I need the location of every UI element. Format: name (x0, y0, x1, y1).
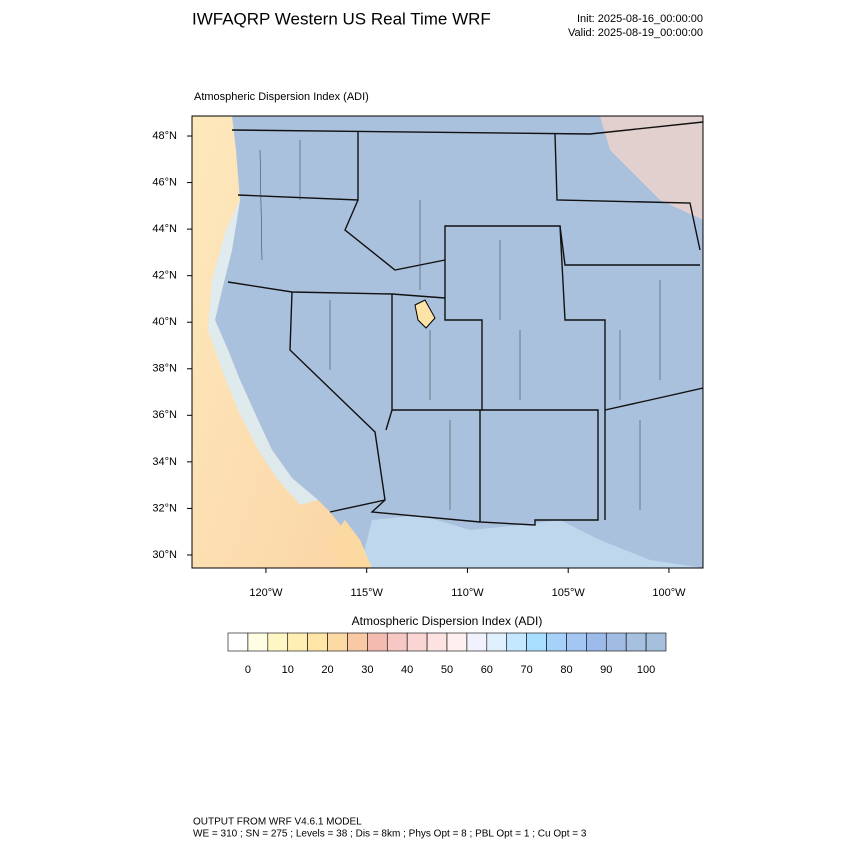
colorbar-tick-label: 100 (637, 664, 655, 676)
footer-line: OUTPUT FROM WRF V4.6.1 MODEL (193, 817, 362, 828)
colorbar-title: Atmospheric Dispersion Index (ADI) (352, 614, 543, 628)
lat-tick-label: 48°N (152, 130, 177, 142)
colorbar-tick-label: 10 (282, 664, 294, 676)
colorbar-tick-label: 90 (600, 664, 612, 676)
colorbar-swatch (307, 632, 328, 652)
colorbar-tick-label: 20 (321, 664, 333, 676)
map-field (192, 116, 703, 568)
colorbar-swatch (327, 632, 348, 652)
colorbar-swatch (506, 632, 527, 652)
lat-tick-label: 32°N (152, 502, 177, 514)
lat-tick-label: 42°N (152, 270, 177, 282)
baja-patch (330, 520, 372, 568)
lat-tick-label: 38°N (152, 363, 177, 375)
land (215, 116, 703, 568)
lat-tick-label: 36°N (152, 409, 177, 421)
political-boundaries (227, 121, 703, 526)
colorbar-swatch (386, 632, 408, 652)
northern-plains-patch (600, 116, 703, 220)
lat-tick-label: 46°N (152, 176, 177, 188)
map-frame (191, 115, 704, 569)
valid-time: Valid: 2025-08-19_00:00:00 (568, 27, 703, 39)
lat-tick-label: 40°N (152, 316, 177, 328)
colorbar-tick-label: 60 (481, 664, 493, 676)
lat-tick-label: 34°N (152, 456, 177, 468)
colorbar-tick-label: 70 (521, 664, 533, 676)
title: IWFAQRP Western US Real Time WRF (192, 9, 491, 28)
colorbar-swatch (406, 632, 428, 652)
colorbar-swatch (466, 632, 488, 652)
init-time: Init: 2025-08-16_00:00:00 (577, 13, 703, 25)
colorbar-swatch (605, 632, 627, 652)
lon-tick-label: 115°W (351, 587, 384, 599)
colorbar-swatch (566, 632, 587, 652)
map-subtitle: Atmospheric Dispersion Index (ADI) (194, 91, 369, 103)
colorbar-swatch (446, 632, 468, 652)
colorbar-swatch (267, 632, 289, 652)
colorbar-swatch (645, 632, 667, 652)
colorbar-tick-label: 40 (401, 664, 413, 676)
colorbar-swatch (586, 632, 607, 652)
footer-line: WE = 310 ; SN = 275 ; Levels = 38 ; Dis … (193, 829, 587, 840)
colorbar-swatch (287, 632, 308, 652)
coastal-band (208, 200, 318, 505)
lon-tick-label: 100°W (652, 587, 686, 599)
colorbar-tick-label: 0 (245, 664, 251, 676)
colorbar-tick-label: 80 (560, 664, 572, 676)
lon-tick-label: 105°W (552, 587, 586, 599)
colorbar-swatch (367, 632, 388, 652)
colorbar-swatch (625, 632, 647, 652)
colorbar-tick-label: 30 (361, 664, 373, 676)
colorbar-swatch (227, 632, 249, 652)
lat-tick-label: 44°N (152, 223, 177, 235)
southern-patch (360, 515, 703, 568)
colorbar-swatch (426, 632, 448, 652)
lat-tick-label: 30°N (152, 549, 177, 561)
colorbar-swatch (347, 632, 368, 652)
colorbar-swatch (486, 632, 508, 652)
colorbar-swatch (526, 632, 547, 652)
great-salt-lake (414, 299, 436, 329)
colorbar-tick-label: 50 (441, 664, 453, 676)
colorbar-swatch (546, 632, 567, 652)
lon-tick-label: 110°W (451, 587, 484, 599)
colorbar-swatch (247, 632, 269, 652)
lon-tick-label: 120°W (249, 587, 283, 599)
